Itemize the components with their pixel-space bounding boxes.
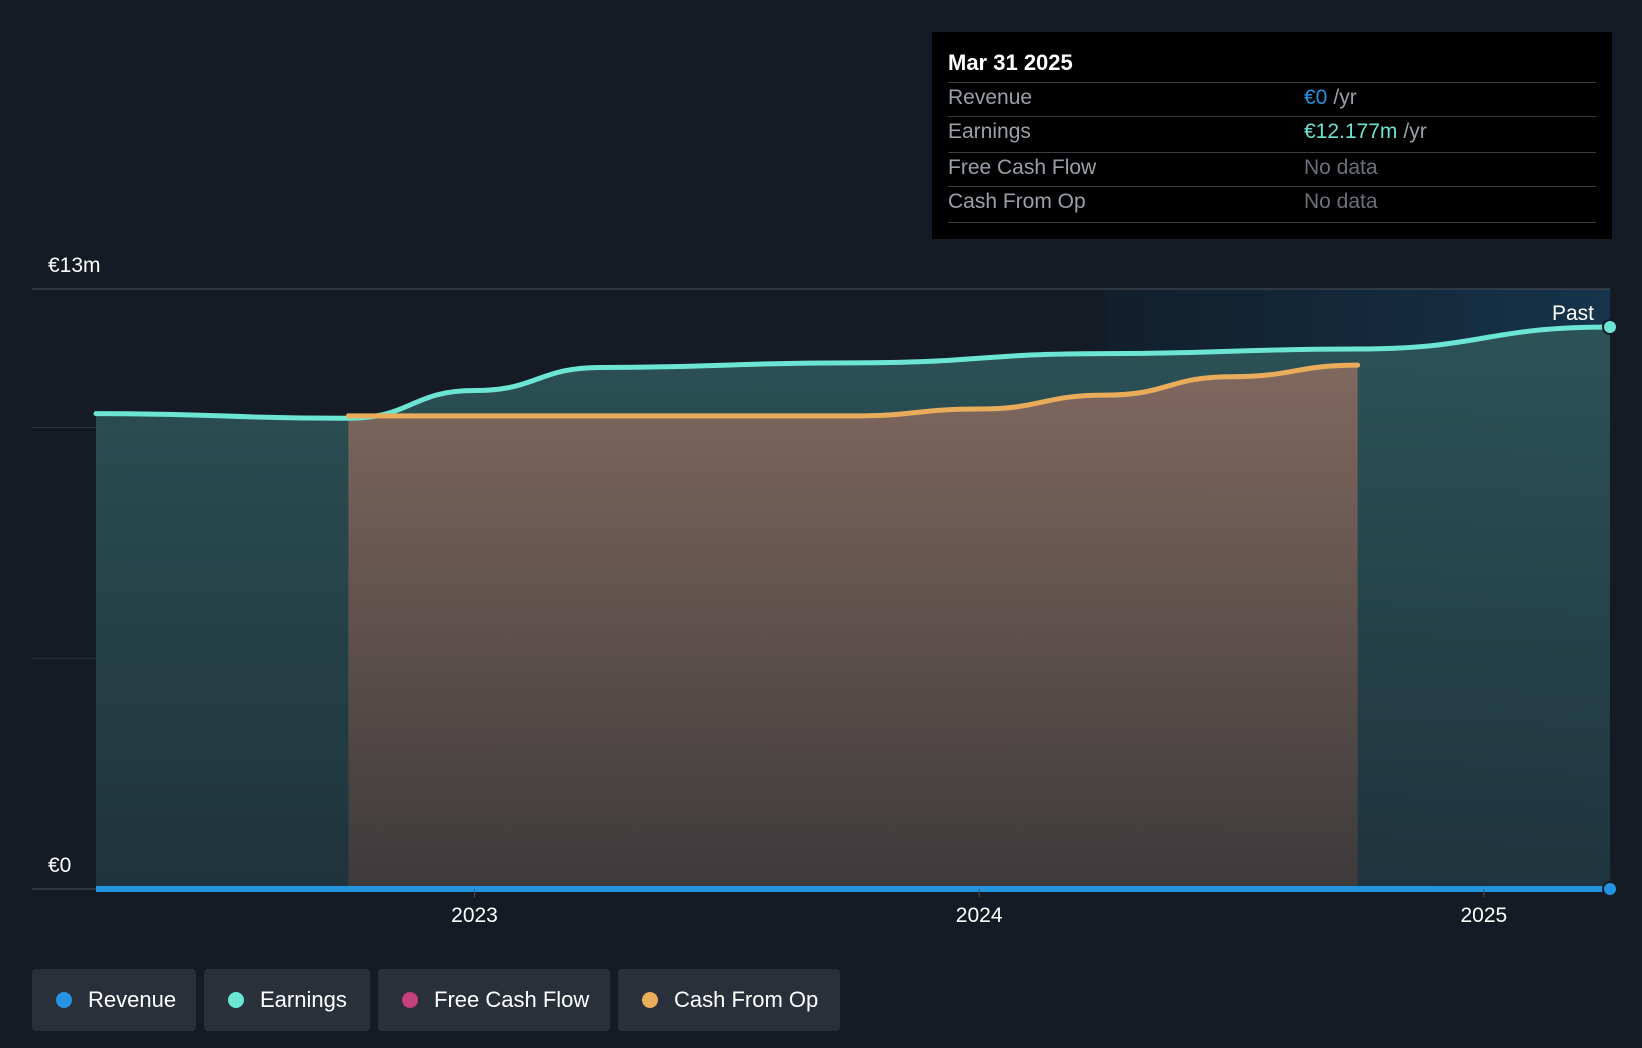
tooltip-label: Free Cash Flow [948, 156, 1097, 179]
cash-from-op-area [348, 365, 1358, 890]
tooltip-label: Earnings [948, 120, 1031, 143]
revenue-end-marker [1602, 881, 1618, 897]
tooltip-row-revenue: Revenue €0/yr [948, 82, 1596, 117]
tooltip-label: Revenue [948, 86, 1033, 109]
legend-item-earnings[interactable]: Earnings [204, 969, 370, 1031]
tooltip-row-earnings: Earnings €12.177m/yr [948, 116, 1596, 151]
tooltip-divider [948, 222, 1596, 223]
tooltip-label: Cash From Op [948, 190, 1086, 213]
x-tick-label: 2023 [451, 904, 498, 927]
tooltip-panel: Mar 31 2025 Revenue €0/yr Earnings €12.1… [932, 32, 1612, 239]
legend-label: Revenue [88, 987, 177, 1012]
cash-from-op-dot-icon [642, 992, 658, 1008]
legend-label: Earnings [260, 987, 347, 1012]
tooltip-row-free-cash-flow: Free Cash Flow No data [948, 152, 1596, 187]
tooltip-value: No data [1304, 156, 1378, 179]
legend-item-cash-from-op[interactable]: Cash From Op [618, 969, 840, 1031]
past-label: Past [1552, 302, 1594, 325]
free-cash-flow-dot-icon [402, 992, 418, 1008]
tooltip-date: Mar 31 2025 [948, 50, 1073, 75]
tooltip-value: €0/yr [1304, 86, 1357, 109]
legend-label: Free Cash Flow [434, 987, 590, 1012]
earnings-end-marker [1602, 318, 1618, 335]
cash-from-op-line [345, 362, 1361, 419]
tooltip-row-cash-from-op: Cash From Op No data [948, 186, 1596, 221]
tooltip-value: No data [1304, 190, 1378, 213]
revenue-dot-icon [56, 992, 72, 1008]
legend-label: Cash From Op [674, 987, 819, 1012]
y-axis-zero-label: €0 [48, 854, 71, 877]
legend-item-free-cash-flow[interactable]: Free Cash Flow [378, 969, 610, 1031]
earnings-dot-icon [228, 992, 244, 1008]
x-tick-label: 2025 [1460, 904, 1507, 927]
x-tick-label: 2024 [956, 904, 1003, 927]
tooltip-value: €12.177m/yr [1304, 120, 1427, 143]
y-axis-max-label: €13m [48, 254, 101, 277]
legend-item-revenue[interactable]: Revenue [32, 969, 196, 1031]
